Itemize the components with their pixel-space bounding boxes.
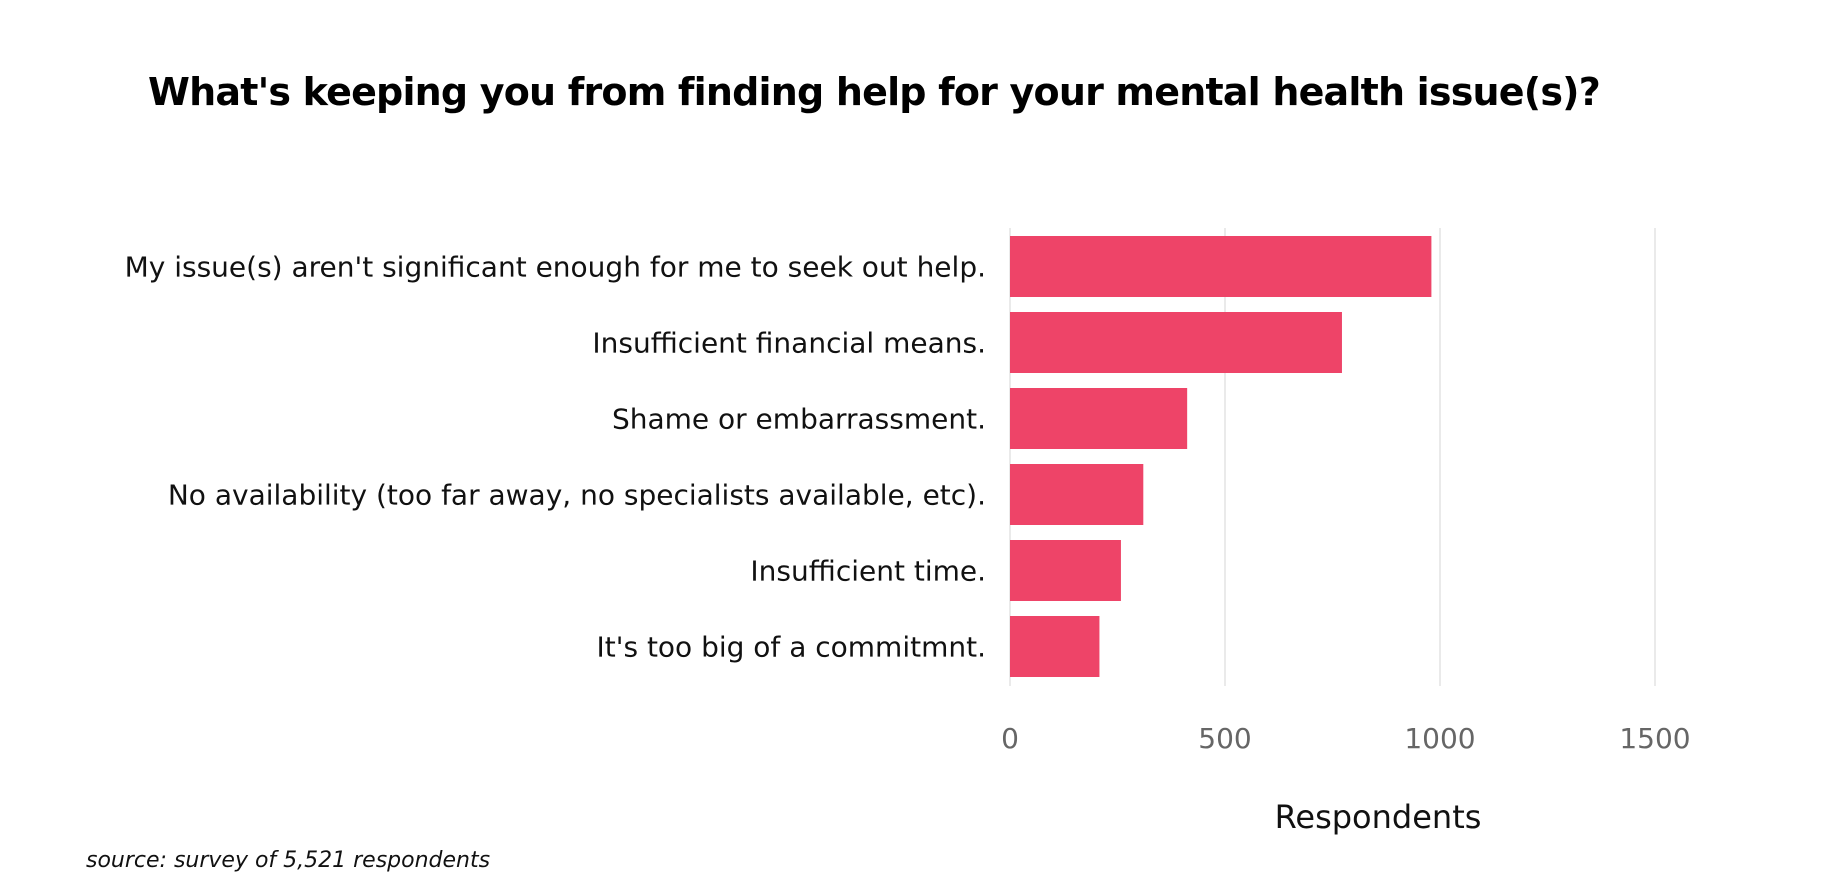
- bar: [1010, 236, 1432, 297]
- bar: [1010, 312, 1342, 373]
- category-label: Insufficient financial means.: [592, 327, 986, 360]
- bars: [1010, 236, 1432, 677]
- bar: [1010, 464, 1144, 525]
- source-note: source: survey of 5,521 respondents: [86, 848, 491, 873]
- category-label: My issue(s) aren't significant enough fo…: [125, 251, 986, 284]
- category-labels: My issue(s) aren't significant enough fo…: [125, 251, 986, 664]
- category-label: Insufficient time.: [750, 555, 986, 588]
- x-tick-label: 1000: [1404, 722, 1475, 755]
- grid-lines: [1009, 228, 1656, 686]
- x-tick-label: 0: [1001, 722, 1019, 755]
- x-tick-label: 500: [1198, 722, 1251, 755]
- chart-title: What's keeping you from finding help for…: [148, 70, 1601, 114]
- x-tick-label: 1500: [1619, 722, 1690, 755]
- category-label: It's too big of a commitmnt.: [597, 631, 986, 664]
- category-label: Shame or embarrassment.: [612, 403, 986, 436]
- bar: [1010, 388, 1188, 449]
- bar: [1010, 616, 1100, 677]
- x-tick-labels: 0 500 1000 1500: [1001, 722, 1691, 755]
- bar: [1010, 540, 1121, 601]
- category-label: No availability (too far away, no specia…: [168, 479, 986, 512]
- x-axis-title: Respondents: [1275, 798, 1482, 836]
